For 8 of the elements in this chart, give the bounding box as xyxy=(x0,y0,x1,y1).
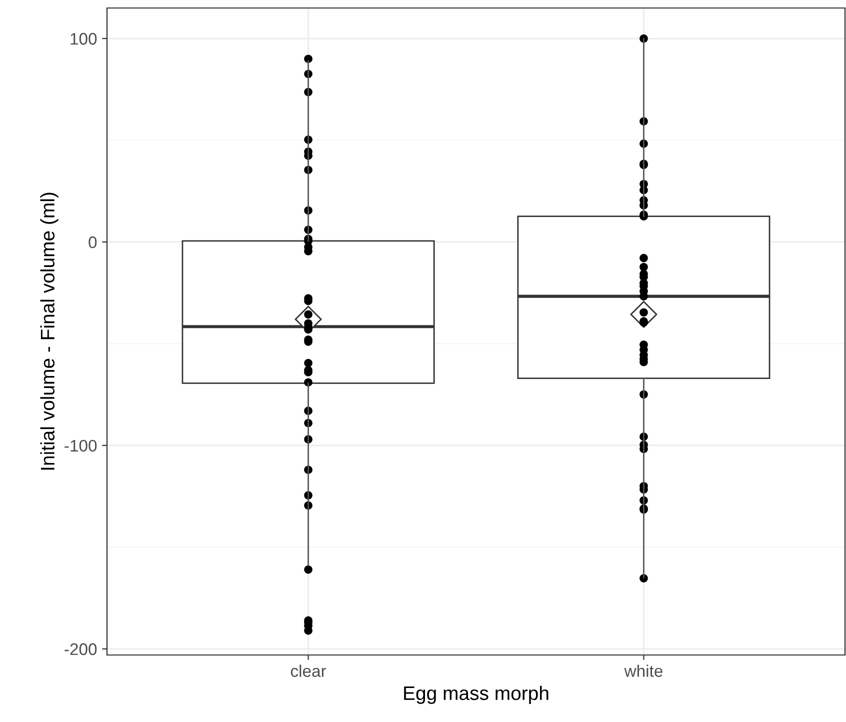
y-tick-label: 0 xyxy=(88,236,97,248)
x-tick-label: clear xyxy=(290,664,326,677)
y-tick-label: 100 xyxy=(70,32,97,45)
x-tick-label: white xyxy=(624,664,662,677)
y-tick-label: -200 xyxy=(64,643,97,656)
x-axis-title: Egg mass morph xyxy=(404,686,548,704)
y-axis-title: Initial volume - Final volume (ml) xyxy=(40,192,58,470)
y-tick-label: -100 xyxy=(64,440,97,452)
